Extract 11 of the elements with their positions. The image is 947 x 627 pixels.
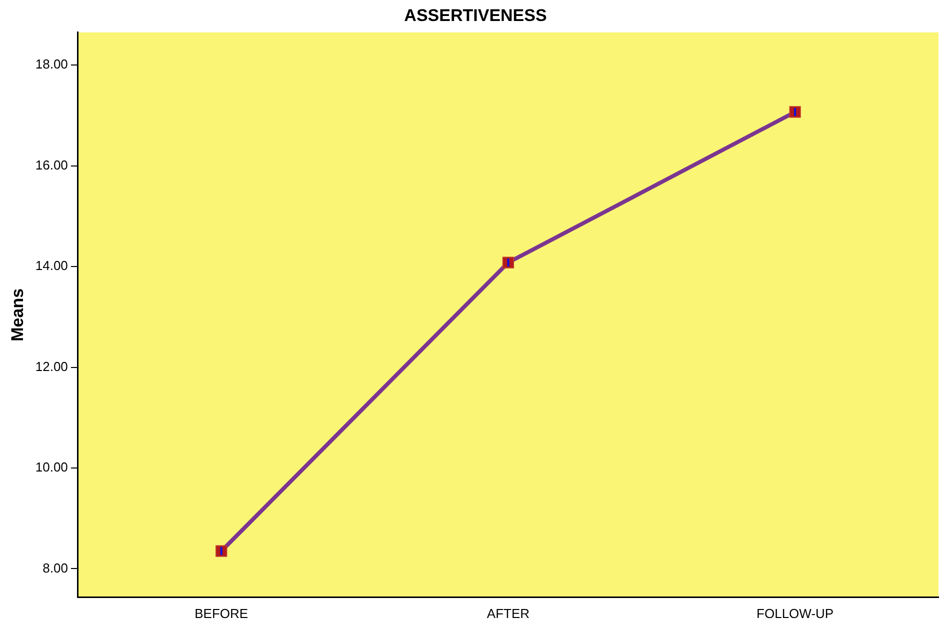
x-tick-label: BEFORE	[194, 606, 248, 621]
x-tick-label: AFTER	[486, 606, 530, 621]
y-tick-label: 12.00	[35, 358, 68, 374]
y-tick-label: 18.00	[35, 56, 68, 72]
y-axis-title: Means	[8, 288, 27, 342]
x-tick-label: FOLLOW-UP	[756, 606, 834, 621]
y-tick-label: 14.00	[35, 258, 68, 274]
chart-title: ASSERTIVENESS	[404, 6, 547, 25]
y-tick-label: 10.00	[35, 460, 68, 475]
y-tick-label: 8.00	[42, 560, 68, 576]
y-tick-label: 16.00	[35, 157, 68, 172]
